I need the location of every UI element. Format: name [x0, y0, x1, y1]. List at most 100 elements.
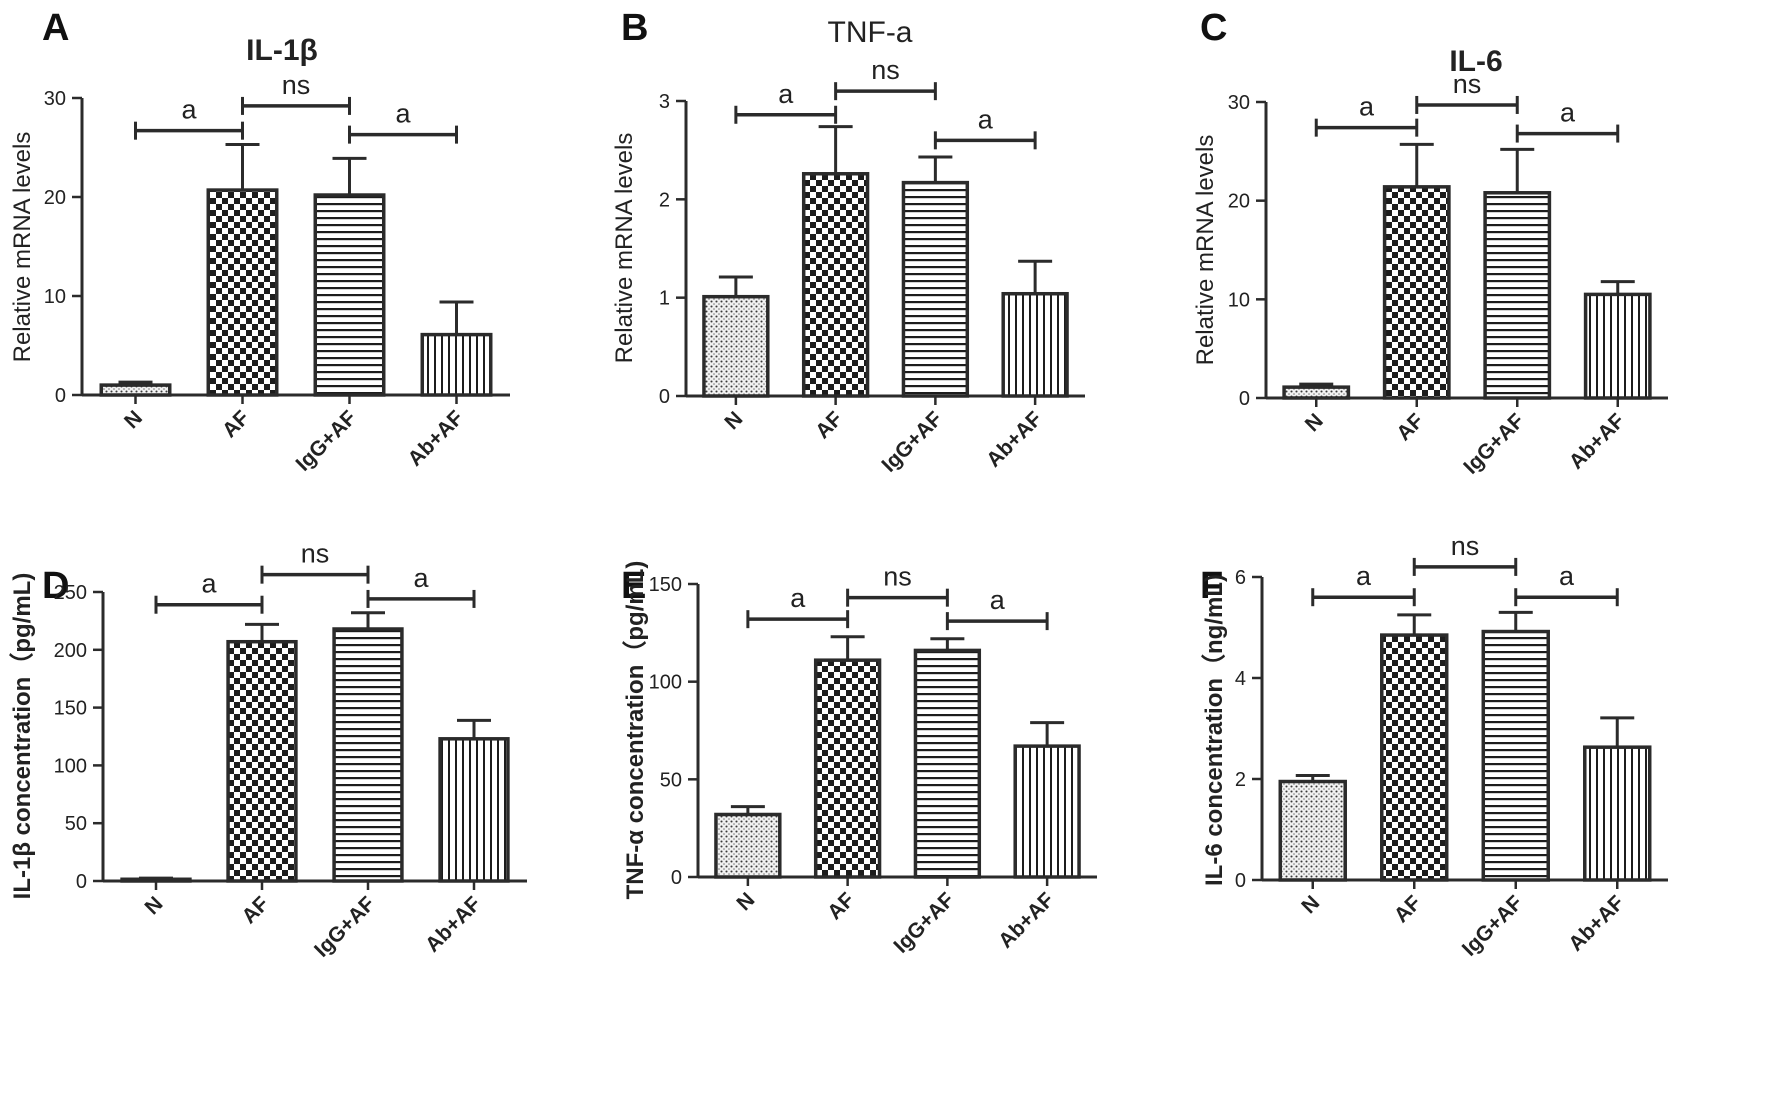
- x-tick-label: IgG+AF: [877, 407, 947, 477]
- significance-label: a: [1559, 561, 1575, 591]
- significance-label: ns: [282, 70, 311, 100]
- y-tick-label: 2: [1235, 769, 1246, 791]
- x-tick-label: AF: [811, 407, 847, 443]
- y-tick-label: 30: [1228, 92, 1250, 114]
- panel-label-e: E: [621, 565, 646, 607]
- y-axis-label: IL-1β concentration（pg/mL): [9, 573, 36, 900]
- bar-igg-af: [1483, 191, 1552, 400]
- y-tick-label: 0: [1235, 870, 1246, 892]
- significance-label: a: [790, 583, 806, 613]
- significance-label: a: [201, 569, 217, 599]
- y-tick-label: 50: [65, 813, 87, 835]
- significance-label: a: [978, 104, 994, 134]
- bar-n: [702, 294, 770, 398]
- significance-label: ns: [1453, 69, 1482, 99]
- panel-label-d: D: [42, 565, 69, 607]
- significance-label: a: [413, 563, 429, 593]
- x-tick-label: N: [1301, 409, 1328, 436]
- x-tick-label: N: [1297, 891, 1324, 918]
- x-tick-label: IgG+AF: [310, 892, 380, 962]
- bar-ab-af: [420, 332, 493, 397]
- y-axis-label: Relative mRNA levels: [611, 133, 638, 364]
- bar-n: [714, 812, 782, 879]
- plot-area-d: 0 50 100 150 200 250 IL-1β concentration（pg/mL…: [9, 539, 527, 962]
- x-tick-label: IgG+AF: [1458, 891, 1528, 961]
- x-tick-label: Ab+AF: [404, 406, 469, 471]
- significance-label: a: [1359, 92, 1375, 122]
- bar-igg-af: [913, 648, 982, 879]
- x-tick-label: N: [720, 407, 747, 434]
- y-tick-label: 6: [1235, 567, 1246, 589]
- x-tick-label: IgG+AF: [1459, 409, 1529, 479]
- y-tick-label: 20: [1228, 191, 1250, 213]
- y-tick-label: 150: [649, 574, 682, 596]
- x-tick-label: Ab+AF: [982, 407, 1047, 472]
- chart-title-c: IL-6: [1449, 45, 1502, 78]
- y-axis-label: Relative mRNA levels: [1192, 135, 1219, 366]
- panel-label-b: B: [621, 7, 648, 49]
- panel-a: A IL-1β 0 10 20 30 Relative mRNA levels N AF Ig…: [9, 7, 510, 476]
- bar-n: [1282, 385, 1351, 400]
- y-tick-label: 0: [55, 385, 66, 407]
- y-tick-label: 2: [659, 189, 670, 211]
- significance-label: ns: [871, 55, 900, 85]
- bar-igg-af: [332, 627, 404, 883]
- bar-igg-af: [901, 180, 970, 398]
- bar-af: [813, 658, 882, 879]
- chart-title-a: IL-1β: [246, 34, 318, 67]
- panel-label-c: C: [1200, 7, 1227, 49]
- y-tick-label: 0: [659, 386, 670, 408]
- significance-label: ns: [1451, 531, 1480, 561]
- x-tick-label: N: [141, 892, 168, 919]
- bar-af: [206, 188, 279, 397]
- bar-ab-af: [1001, 291, 1069, 398]
- bar-ab-af: [1013, 744, 1081, 879]
- y-tick-label: 200: [54, 640, 87, 662]
- y-tick-label: 250: [54, 582, 87, 604]
- x-tick-label: AF: [237, 892, 273, 928]
- x-tick-label: Ab+AF: [1564, 891, 1629, 956]
- bar-ab-af: [438, 737, 510, 883]
- y-tick-label: 0: [1239, 388, 1250, 410]
- panel-label-f: F: [1200, 565, 1223, 607]
- y-tick-label: 1: [659, 288, 670, 310]
- x-tick-label: AF: [1392, 409, 1428, 445]
- x-tick-label: AF: [1390, 891, 1426, 927]
- bar-igg-af: [313, 193, 386, 397]
- panel-d: D 0 50 100 150 200 250 IL-1β concentration（pg/…: [9, 539, 527, 962]
- x-tick-label: Ab+AF: [421, 892, 486, 957]
- bar-ab-af: [1583, 745, 1652, 882]
- y-tick-label: 0: [671, 867, 682, 889]
- x-tick-label: N: [732, 888, 759, 915]
- y-axis-label: Relative mRNA levels: [9, 132, 36, 363]
- bar-af: [226, 639, 298, 883]
- bar-ab-af: [1583, 292, 1652, 400]
- y-tick-label: 3: [659, 91, 670, 113]
- y-tick-label: 4: [1235, 668, 1246, 690]
- x-tick-label: N: [120, 406, 147, 433]
- significance-label: a: [990, 585, 1006, 615]
- x-tick-label: AF: [218, 406, 254, 442]
- bar-af: [1382, 185, 1451, 400]
- bar-n: [1278, 779, 1347, 882]
- y-axis-label: TNF-α concentration（pg/mL): [622, 561, 649, 900]
- y-tick-label: 100: [54, 755, 87, 777]
- significance-label: a: [778, 79, 794, 109]
- significance-label: ns: [883, 562, 912, 592]
- y-axis-label: IL-6 concentration（ng/mL): [1201, 574, 1228, 886]
- panel-f: F 0 2 4 6 IL-6 concentration（ng/mL) N AF IgG+AF…: [1200, 531, 1668, 961]
- y-tick-label: 150: [54, 698, 87, 720]
- y-tick-label: 30: [44, 88, 66, 110]
- plot-area-b: 0 1 2 3 Relative mRNA levels N AF IgG+AF Ab+AF a n…: [611, 55, 1085, 477]
- bar-n: [99, 383, 172, 397]
- y-tick-label: 10: [1228, 289, 1250, 311]
- significance-label: a: [181, 95, 197, 125]
- significance-label: a: [1356, 561, 1372, 591]
- x-tick-label: Ab+AF: [994, 888, 1059, 953]
- y-tick-label: 0: [76, 871, 87, 893]
- chart-title-b: TNF-a: [828, 16, 913, 49]
- panel-b: B TNF-a 0 1 2 3 Relative mRNA levels N AF IgG+A…: [611, 7, 1085, 477]
- significance-label: a: [1560, 98, 1576, 128]
